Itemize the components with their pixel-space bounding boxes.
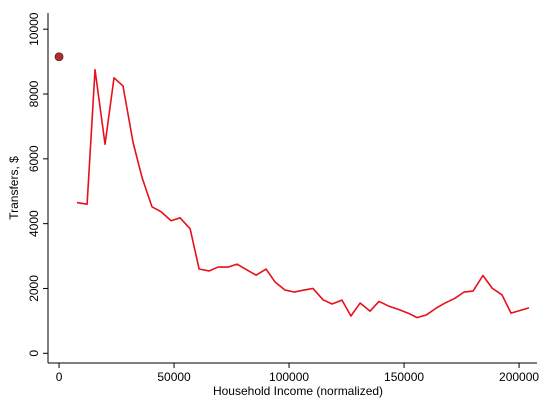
data-line [76,68,530,319]
y-axis-title: Transfers, $ [7,156,21,220]
y-tick-label: 0 [27,350,41,357]
y-tick-label: 6000 [27,145,41,172]
x-tick-label: 50000 [157,370,191,384]
x-tick-label: 0 [56,370,63,384]
x-tick-label: 100000 [269,370,309,384]
y-tick-label: 4000 [27,210,41,237]
x-axis-title: Household Income (normalized) [213,384,383,398]
x-tick-label: 200000 [499,370,539,384]
x-tick-label: 150000 [384,370,424,384]
y-tick-label: 10000 [27,12,41,46]
data-point [54,52,64,62]
y-tick-label: 8000 [27,80,41,107]
y-tick-label: 2000 [27,275,41,302]
